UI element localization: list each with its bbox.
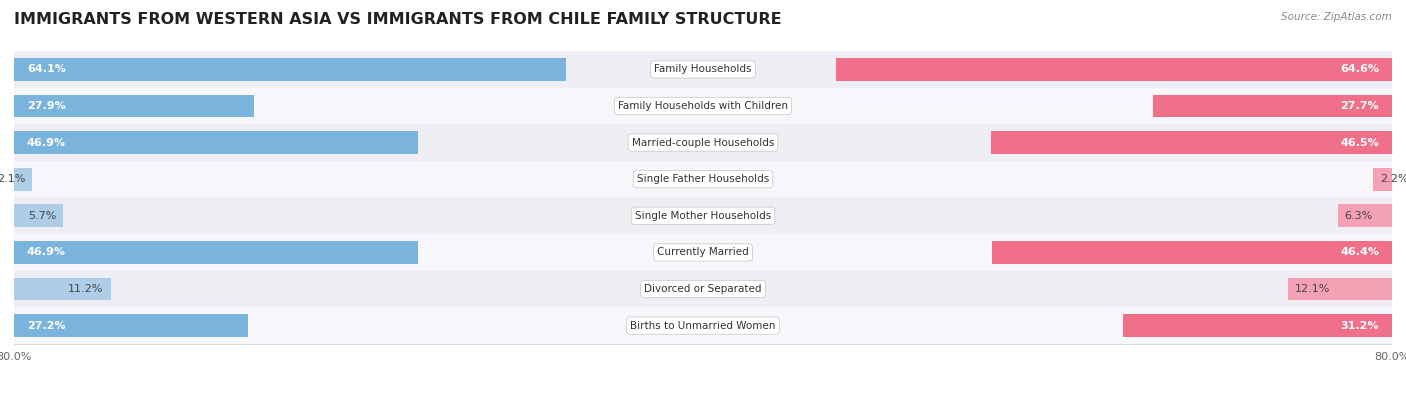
Bar [991, 131, 1392, 154]
Text: Single Mother Households: Single Mother Households [636, 211, 770, 221]
Text: Divorced or Separated: Divorced or Separated [644, 284, 762, 294]
Bar [14, 314, 249, 337]
Bar [14, 58, 567, 81]
Text: 31.2%: 31.2% [1340, 321, 1379, 331]
Text: 6.3%: 6.3% [1344, 211, 1372, 221]
Text: 27.7%: 27.7% [1340, 101, 1379, 111]
Bar [993, 241, 1392, 264]
Bar [14, 131, 418, 154]
Bar [1153, 95, 1392, 117]
Bar [14, 278, 111, 300]
Bar [1337, 205, 1392, 227]
Text: 12.1%: 12.1% [1295, 284, 1330, 294]
Bar [14, 307, 1392, 344]
Bar [14, 198, 1392, 234]
Text: 46.4%: 46.4% [1340, 247, 1379, 258]
Bar [835, 58, 1392, 81]
Bar [1123, 314, 1392, 337]
Text: Source: ZipAtlas.com: Source: ZipAtlas.com [1281, 12, 1392, 22]
Bar [14, 271, 1392, 307]
Text: Family Households with Children: Family Households with Children [619, 101, 787, 111]
Text: 64.6%: 64.6% [1340, 64, 1379, 74]
Text: 27.9%: 27.9% [27, 101, 66, 111]
Bar [1288, 278, 1392, 300]
Text: Births to Unmarried Women: Births to Unmarried Women [630, 321, 776, 331]
Text: IMMIGRANTS FROM WESTERN ASIA VS IMMIGRANTS FROM CHILE FAMILY STRUCTURE: IMMIGRANTS FROM WESTERN ASIA VS IMMIGRAN… [14, 12, 782, 27]
Text: Currently Married: Currently Married [657, 247, 749, 258]
Bar [1374, 168, 1392, 190]
Text: 11.2%: 11.2% [69, 284, 104, 294]
Bar [14, 88, 1392, 124]
Text: Married-couple Households: Married-couple Households [631, 137, 775, 148]
Bar [14, 241, 418, 264]
Bar [14, 205, 63, 227]
Text: 46.5%: 46.5% [1340, 137, 1379, 148]
Text: 27.2%: 27.2% [27, 321, 66, 331]
Text: Family Households: Family Households [654, 64, 752, 74]
Bar [14, 51, 1392, 88]
Bar [14, 168, 32, 190]
Text: 46.9%: 46.9% [27, 137, 66, 148]
Text: Single Father Households: Single Father Households [637, 174, 769, 184]
Bar [14, 161, 1392, 198]
Bar [14, 95, 254, 117]
Text: 5.7%: 5.7% [28, 211, 56, 221]
Text: 2.1%: 2.1% [0, 174, 25, 184]
Text: 64.1%: 64.1% [27, 64, 66, 74]
Text: 46.9%: 46.9% [27, 247, 66, 258]
Text: 2.2%: 2.2% [1379, 174, 1406, 184]
Bar [14, 234, 1392, 271]
Bar [14, 124, 1392, 161]
